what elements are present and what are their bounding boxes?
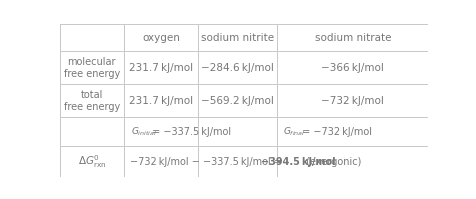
Text: sodium nitrate: sodium nitrate — [315, 33, 391, 43]
Text: 231.7 kJ/mol: 231.7 kJ/mol — [129, 63, 193, 73]
Text: $\Delta G^0_\mathregular{rxn}$: $\Delta G^0_\mathregular{rxn}$ — [78, 153, 106, 170]
Text: = −732 kJ/mol: = −732 kJ/mol — [298, 127, 372, 137]
Text: molecular
free energy: molecular free energy — [64, 57, 120, 79]
Text: 231.7 kJ/mol: 231.7 kJ/mol — [129, 96, 193, 106]
Text: $G_\mathregular{initial}$: $G_\mathregular{initial}$ — [131, 126, 158, 138]
Text: −732 kJ/mol − −337.5 kJ/mol =: −732 kJ/mol − −337.5 kJ/mol = — [129, 157, 285, 167]
Text: −732 kJ/mol: −732 kJ/mol — [321, 96, 384, 106]
Text: −394.5 kJ/mol: −394.5 kJ/mol — [260, 157, 335, 167]
Text: = −337.5 kJ/mol: = −337.5 kJ/mol — [149, 127, 231, 137]
Text: total
free energy: total free energy — [64, 90, 120, 112]
Text: −366 kJ/mol: −366 kJ/mol — [321, 63, 384, 73]
Text: (exergonic): (exergonic) — [303, 157, 361, 167]
Text: sodium nitrite: sodium nitrite — [201, 33, 274, 43]
Text: oxygen: oxygen — [142, 33, 180, 43]
Text: −284.6 kJ/mol: −284.6 kJ/mol — [201, 63, 274, 73]
Text: $G_\mathregular{final}$: $G_\mathregular{final}$ — [283, 126, 305, 138]
Text: −569.2 kJ/mol: −569.2 kJ/mol — [201, 96, 274, 106]
